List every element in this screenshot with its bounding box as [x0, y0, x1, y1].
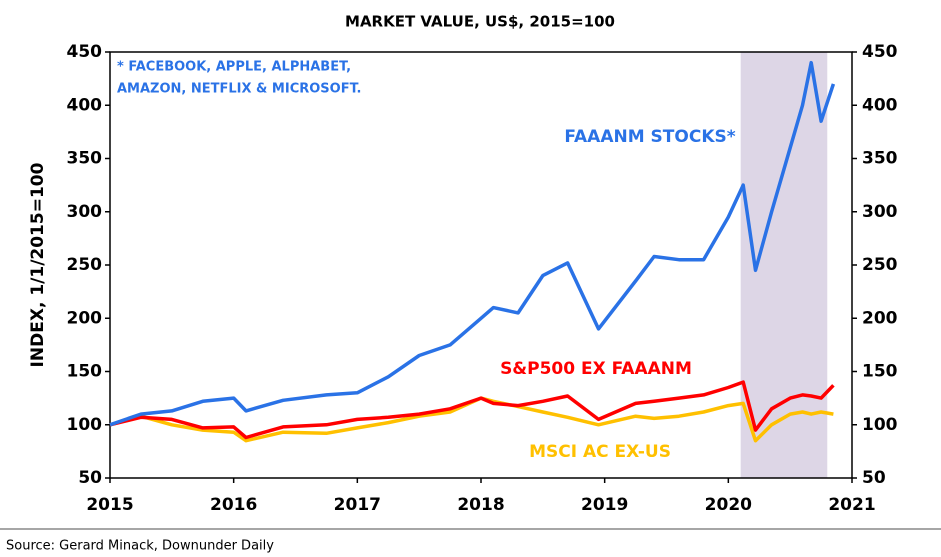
chart-title: MARKET VALUE, US$, 2015=100 [345, 13, 615, 31]
y2-tick-label: 50 [862, 468, 886, 488]
y2-tick-label: 250 [862, 255, 898, 275]
series-line [109, 396, 834, 443]
series-label: S&P500 EX FAAANM [500, 359, 692, 379]
x-tick-label: 2020 [705, 495, 752, 515]
y2-tick-label: 450 [862, 42, 898, 62]
x-tick-label: 2018 [457, 495, 504, 515]
series-line [109, 60, 836, 427]
series-label: MSCI AC EX-US [529, 442, 671, 462]
series-label: FAAANM STOCKS* [564, 127, 735, 147]
y2-tick-label: 400 [862, 95, 898, 115]
series-line [109, 380, 835, 440]
y-tick-label: 150 [67, 362, 103, 382]
y-tick-label: 350 [67, 149, 103, 169]
y2-tick-label: 200 [862, 308, 898, 328]
y-tick-label: 200 [67, 308, 103, 328]
source: Source: Gerard Minack, Downunder Daily [6, 539, 274, 554]
y2-tick-label: 300 [862, 202, 898, 222]
x-tick-label: 2021 [828, 495, 875, 515]
y-axis-label: INDEX, 1/1/2015=100 [28, 162, 48, 367]
y2-tick-label: 150 [862, 362, 898, 382]
y-tick-label: 250 [67, 255, 103, 275]
y-tick-label: 450 [67, 42, 103, 62]
y-tick-label: 400 [67, 95, 103, 115]
y-tick-label: 50 [78, 468, 102, 488]
x-tick-label: 2015 [86, 495, 133, 515]
note: AMAZON, NETFLIX & MICROSOFT. [117, 82, 361, 97]
y-tick-label: 100 [67, 415, 103, 435]
y2-tick-label: 100 [862, 415, 898, 435]
x-tick-label: 2019 [581, 495, 628, 515]
note: * FACEBOOK, APPLE, ALPHABET, [117, 60, 351, 75]
x-tick-label: 2017 [334, 495, 381, 515]
x-tick-label: 2016 [210, 495, 257, 515]
y-tick-label: 300 [67, 202, 103, 222]
y2-tick-label: 350 [862, 149, 898, 169]
